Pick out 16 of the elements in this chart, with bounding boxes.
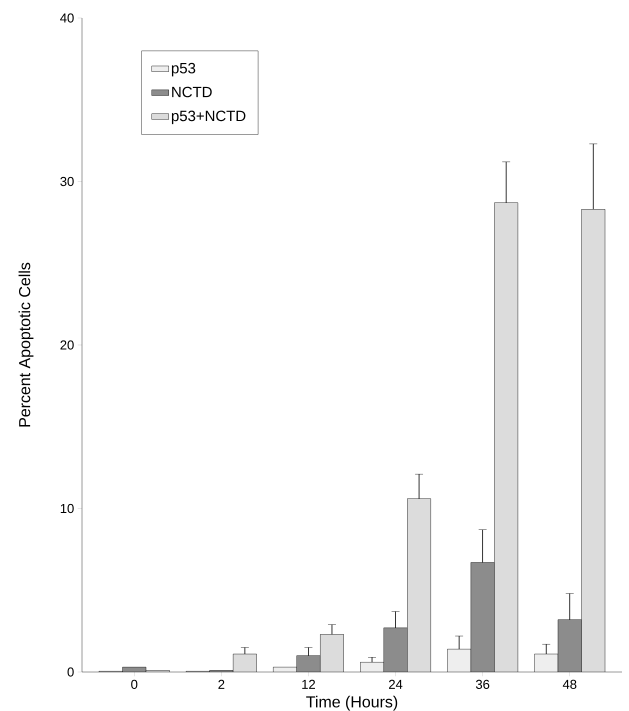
x-tick-label: 12	[302, 680, 315, 689]
legend-label: p53+NCTD	[172, 110, 246, 124]
y-tick-label: 0	[68, 667, 74, 677]
y-tick-label: 20	[60, 340, 74, 350]
x-tick-label: 24	[389, 680, 402, 689]
y-tick-label: 30	[60, 176, 74, 186]
x-tick-label: 2	[218, 680, 224, 689]
legend-label: NCTD	[172, 86, 212, 98]
x-tick-label: 0	[131, 680, 138, 689]
y-tick-label: 10	[60, 504, 74, 514]
x-tick-label: 36	[476, 680, 490, 689]
legend-label: p53	[172, 62, 196, 76]
x-axis-title: Time (Hours)	[306, 696, 398, 711]
y-axis-title: Percent Apoptotic Cells	[18, 262, 34, 427]
x-tick-label: 48	[562, 680, 576, 689]
y-tick-label: 40	[60, 13, 74, 23]
